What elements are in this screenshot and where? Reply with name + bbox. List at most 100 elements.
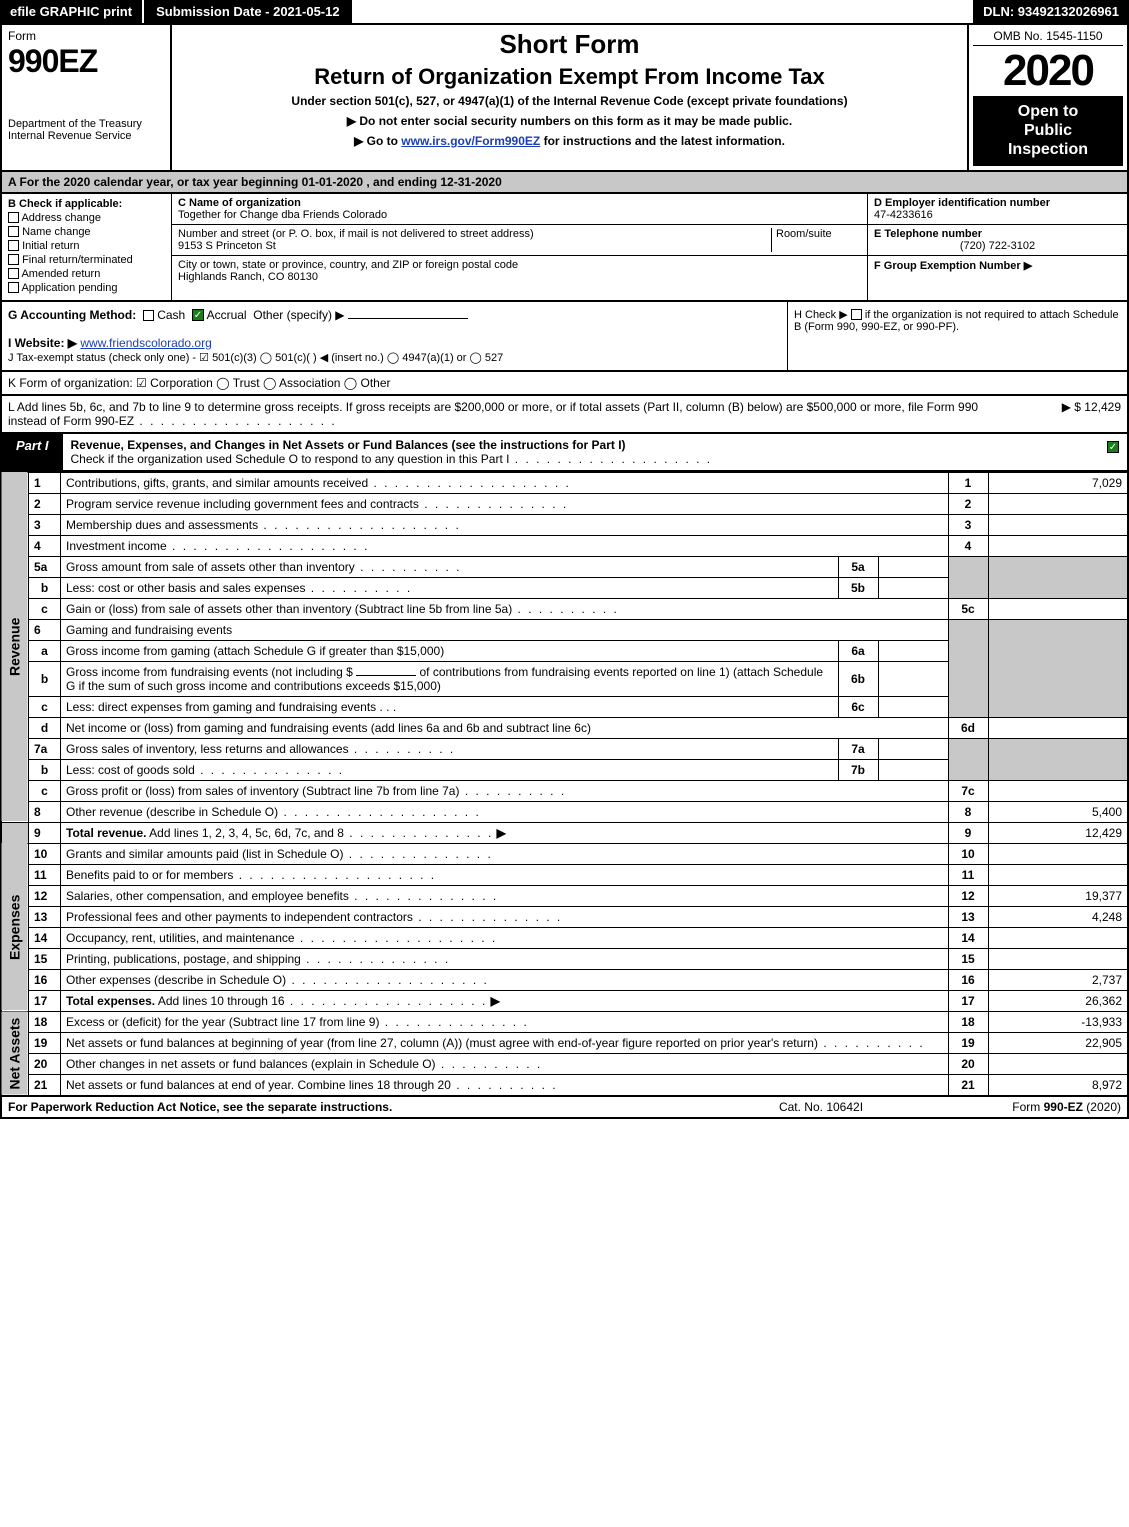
line-4-amount <box>988 535 1128 556</box>
city-state-zip: Highlands Ranch, CO 80130 <box>178 271 318 283</box>
line-8-ln: 8 <box>948 801 988 822</box>
row-k: K Form of organization: ☑ Corporation ◯ … <box>0 372 1129 396</box>
page-footer: For Paperwork Reduction Act Notice, see … <box>0 1097 1129 1119</box>
line-3-amount <box>988 514 1128 535</box>
short-form-title: Short Form <box>180 29 959 60</box>
line-13-desc: Professional fees and other payments to … <box>61 906 949 927</box>
line-6a-mini: 6a <box>838 640 878 661</box>
chk-name-change[interactable]: Name change <box>8 226 165 238</box>
col-b-title: B Check if applicable: <box>8 198 165 210</box>
chk-final-return[interactable]: Final return/terminated <box>8 254 165 266</box>
line-14-num: 14 <box>29 927 61 948</box>
line-20-amount <box>988 1053 1128 1074</box>
top-bar: efile GRAPHIC print Submission Date - 20… <box>0 0 1129 25</box>
line-5a-mini: 5a <box>838 556 878 577</box>
line-3-num: 3 <box>29 514 61 535</box>
header-center: Short Form Return of Organization Exempt… <box>172 25 967 170</box>
header-left: Form 990EZ Department of the Treasury In… <box>2 25 172 170</box>
chk-address-change[interactable]: Address change <box>8 212 165 224</box>
line-9-ln: 9 <box>948 822 988 843</box>
org-name: Together for Change dba Friends Colorado <box>178 209 387 221</box>
column-c: C Name of organization Together for Chan… <box>172 194 867 300</box>
efile-print-label: efile GRAPHIC print <box>0 0 142 23</box>
line-17-ln: 17 <box>948 990 988 1011</box>
chk-amended-return[interactable]: Amended return <box>8 268 165 280</box>
group-exemption-label: F Group Exemption Number ▶ <box>874 260 1032 272</box>
row-g-h: G Accounting Method: Cash ✓ Accrual Othe… <box>0 302 1129 372</box>
line-5c-ln: 5c <box>948 598 988 619</box>
line-6d-amount <box>988 717 1128 738</box>
line-4-num: 4 <box>29 535 61 556</box>
header-right: OMB No. 1545-1150 2020 Open to Public In… <box>967 25 1127 170</box>
line-7a-num: 7a <box>29 738 61 759</box>
chk-initial-return[interactable]: Initial return <box>8 240 165 252</box>
line-14-desc: Occupancy, rent, utilities, and maintena… <box>61 927 949 948</box>
chk-accrual[interactable]: ✓ <box>192 309 204 321</box>
chk-label: Address change <box>21 212 101 224</box>
line-2-ln: 2 <box>948 493 988 514</box>
info-grid: B Check if applicable: Address change Na… <box>0 194 1129 302</box>
line-5b-mini: 5b <box>838 577 878 598</box>
accounting-method: G Accounting Method: Cash ✓ Accrual Othe… <box>2 302 787 370</box>
grey-6 <box>948 619 988 717</box>
line-1-amount: 7,029 <box>988 472 1128 493</box>
line-2-amount <box>988 493 1128 514</box>
tax-year: 2020 <box>973 46 1123 96</box>
chk-label: Amended return <box>21 268 100 280</box>
g-label: G Accounting Method: <box>8 308 136 322</box>
grey-5 <box>948 556 988 598</box>
tel-value: (720) 722-3102 <box>874 240 1121 252</box>
line-12-desc: Salaries, other compensation, and employ… <box>61 885 949 906</box>
grey-5-amt <box>988 556 1128 598</box>
part-1-check-line: Check if the organization used Schedule … <box>71 452 510 466</box>
line-7a-minival <box>878 738 948 759</box>
line-6c-mini: 6c <box>838 696 878 717</box>
line-11-num: 11 <box>29 864 61 885</box>
line-7b-desc: Less: cost of goods sold <box>61 759 839 780</box>
line-6d-desc: Net income or (loss) from gaming and fun… <box>61 717 949 738</box>
line-11-ln: 11 <box>948 864 988 885</box>
lines-table: Revenue 1 Contributions, gifts, grants, … <box>0 472 1129 1097</box>
line-15-ln: 15 <box>948 948 988 969</box>
ssn-warning: ▶ Do not enter social security numbers o… <box>180 114 959 128</box>
irs-link[interactable]: www.irs.gov/Form990EZ <box>401 134 540 148</box>
line-6b-num: b <box>29 661 61 696</box>
line-3-ln: 3 <box>948 514 988 535</box>
line-6d-num: d <box>29 717 61 738</box>
line-8-num: 8 <box>29 801 61 822</box>
line-13-num: 13 <box>29 906 61 927</box>
form-ref: Form 990-EZ (2020) <box>921 1100 1121 1114</box>
submission-date: Submission Date - 2021-05-12 <box>144 0 352 23</box>
line-5c-amount <box>988 598 1128 619</box>
line-4-desc: Investment income <box>61 535 949 556</box>
h-label: H Check ▶ <box>794 309 851 321</box>
line-5a-desc: Gross amount from sale of assets other t… <box>61 556 839 577</box>
line-6b-mini: 6b <box>838 661 878 696</box>
line-4-ln: 4 <box>948 535 988 556</box>
line-1-desc: Contributions, gifts, grants, and simila… <box>61 472 949 493</box>
website-link[interactable]: www.friendscolorado.org <box>80 336 211 350</box>
other-specify-input[interactable] <box>348 318 468 319</box>
chk-application-pending[interactable]: Application pending <box>8 282 165 294</box>
line-7c-ln: 7c <box>948 780 988 801</box>
ein-value: 47-4233616 <box>874 209 933 221</box>
line-6a-num: a <box>29 640 61 661</box>
open-line1: Open to <box>975 102 1121 121</box>
form-number: 990EZ <box>8 43 164 80</box>
chk-cash[interactable] <box>143 310 154 321</box>
under-section: Under section 501(c), 527, or 4947(a)(1)… <box>180 94 959 108</box>
side-expenses: Expenses <box>1 843 29 1011</box>
part-1-check[interactable]: ✓ <box>1099 434 1127 470</box>
line-15-desc: Printing, publications, postage, and shi… <box>61 948 949 969</box>
line-16-amount: 2,737 <box>988 969 1128 990</box>
line-16-desc: Other expenses (describe in Schedule O) <box>61 969 949 990</box>
line-21-amount: 8,972 <box>988 1074 1128 1096</box>
chk-schedule-b[interactable] <box>851 309 862 320</box>
line-11-desc: Benefits paid to or for members <box>61 864 949 885</box>
line-8-desc: Other revenue (describe in Schedule O) <box>61 801 949 822</box>
line-6b-minival <box>878 661 948 696</box>
line-10-amount <box>988 843 1128 864</box>
goto-suffix: for instructions and the latest informat… <box>544 134 785 148</box>
line-2-desc: Program service revenue including govern… <box>61 493 949 514</box>
omb-number: OMB No. 1545-1150 <box>973 29 1123 46</box>
